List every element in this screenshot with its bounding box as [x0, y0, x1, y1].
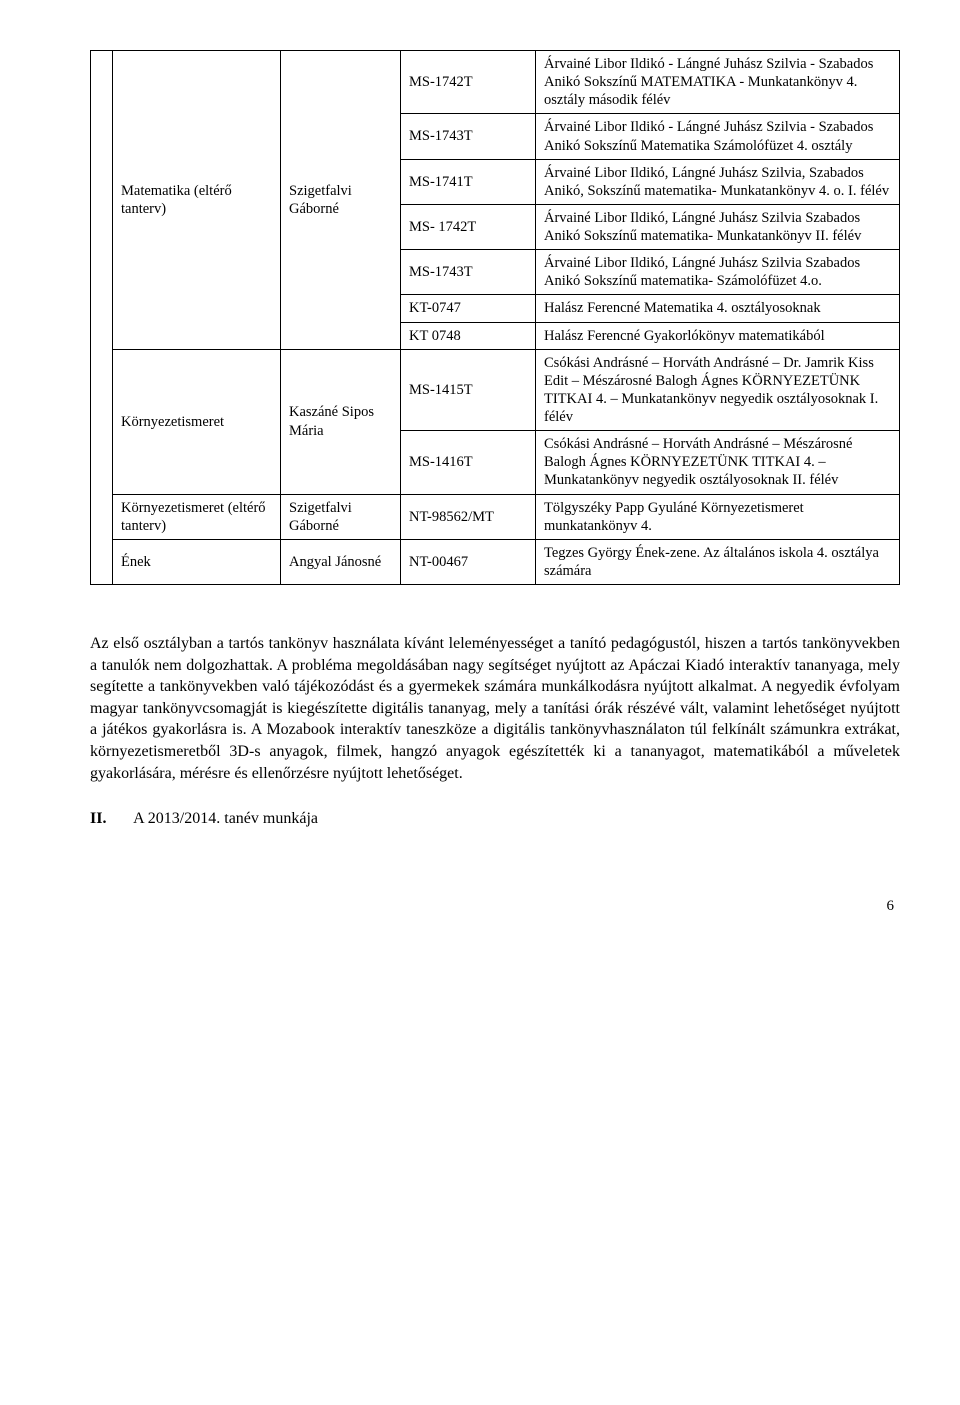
code-cell: NT-98562/MT — [401, 494, 536, 539]
description-cell: Árvainé Libor Ildikó, Lángné Juhász Szil… — [536, 250, 900, 295]
code-cell: KT-0747 — [401, 295, 536, 322]
body-paragraph: Az első osztályban a tartós tankönyv has… — [90, 633, 900, 784]
teacher-cell: Kaszáné Sipos Mária — [281, 349, 401, 494]
code-cell: MS-1742T — [401, 51, 536, 114]
spacer-cell — [91, 51, 113, 114]
description-cell: Csókási Andrásné – Horváth Andrásné – Mé… — [536, 431, 900, 494]
description-cell: Árvainé Libor Ildikó, Lángné Juhász Szil… — [536, 159, 900, 204]
code-cell: NT-00467 — [401, 539, 536, 584]
spacer-cell — [91, 159, 113, 204]
subject-cell: Környezetismeret — [113, 349, 281, 494]
section-heading: II. A 2013/2014. tanév munkája — [90, 810, 900, 828]
teacher-cell: Angyal Jánosné — [281, 539, 401, 584]
code-cell: MS-1416T — [401, 431, 536, 494]
description-cell: Árvainé Libor Ildikó - Lángné Juhász Szi… — [536, 51, 900, 114]
spacer-cell — [91, 114, 113, 159]
teacher-cell: Szigetfalvi Gáborné — [281, 51, 401, 350]
section-roman: II. — [90, 810, 130, 828]
code-cell: MS- 1742T — [401, 204, 536, 249]
code-cell: KT 0748 — [401, 322, 536, 349]
spacer-cell — [91, 250, 113, 295]
subject-cell: Matematika (eltérő tanterv) — [113, 51, 281, 350]
code-cell: MS-1743T — [401, 114, 536, 159]
code-cell: MS-1415T — [401, 349, 536, 431]
description-cell: Árvainé Libor Ildikó, Lángné Juhász Szil… — [536, 204, 900, 249]
teacher-cell: Szigetfalvi Gáborné — [281, 494, 401, 539]
subject-cell: Ének — [113, 539, 281, 584]
spacer-cell — [91, 431, 113, 494]
spacer-cell — [91, 494, 113, 539]
code-cell: MS-1743T — [401, 250, 536, 295]
description-cell: Árvainé Libor Ildikó - Lángné Juhász Szi… — [536, 114, 900, 159]
description-cell: Tegzes György Ének-zene. Az általános is… — [536, 539, 900, 584]
spacer-cell — [91, 322, 113, 349]
spacer-cell — [91, 295, 113, 322]
subject-cell: Környezetismeret (eltérő tanterv) — [113, 494, 281, 539]
spacer-cell — [91, 204, 113, 249]
description-cell: Csókási Andrásné – Horváth Andrásné – Dr… — [536, 349, 900, 431]
code-cell: MS-1741T — [401, 159, 536, 204]
description-cell: Tölgyszéky Papp Gyuláné Környezetismeret… — [536, 494, 900, 539]
page-number: 6 — [90, 898, 900, 915]
spacer-cell — [91, 349, 113, 431]
section-title: A 2013/2014. tanév munkája — [133, 810, 318, 827]
textbook-table: Matematika (eltérő tanterv)Szigetfalvi G… — [90, 50, 900, 585]
description-cell: Halász Ferencné Gyakorlókönyv matematiká… — [536, 322, 900, 349]
description-cell: Halász Ferencné Matematika 4. osztályoso… — [536, 295, 900, 322]
spacer-cell — [91, 539, 113, 584]
